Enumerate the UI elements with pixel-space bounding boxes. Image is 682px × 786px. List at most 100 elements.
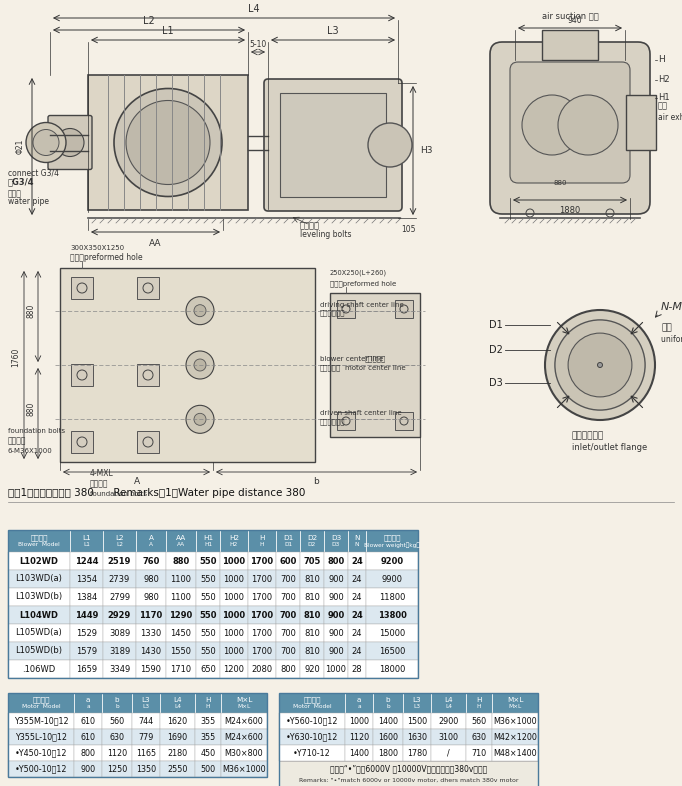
Text: 810: 810 bbox=[304, 629, 320, 637]
Text: Blower weight（kg）: Blower weight（kg） bbox=[364, 542, 420, 548]
Text: 调整垫铁: 调整垫铁 bbox=[300, 221, 320, 230]
Bar bbox=[74, 745, 102, 761]
Bar bbox=[8, 745, 74, 761]
Bar bbox=[70, 552, 103, 570]
Text: 1400: 1400 bbox=[378, 717, 398, 725]
Text: 电机型号: 电机型号 bbox=[32, 696, 50, 703]
Text: 28: 28 bbox=[352, 664, 362, 674]
Bar bbox=[395, 412, 413, 430]
Bar bbox=[276, 588, 300, 606]
Circle shape bbox=[186, 406, 214, 433]
Bar bbox=[300, 570, 324, 588]
Text: AA: AA bbox=[176, 534, 186, 541]
Text: D3: D3 bbox=[489, 378, 503, 388]
Text: 880: 880 bbox=[173, 556, 190, 565]
Bar bbox=[103, 530, 136, 552]
Text: 1354: 1354 bbox=[76, 575, 97, 583]
Bar bbox=[492, 693, 538, 713]
Bar bbox=[330, 293, 420, 437]
Bar bbox=[137, 431, 159, 453]
Text: inlet/outlet flange: inlet/outlet flange bbox=[572, 443, 647, 452]
Text: 均布: 均布 bbox=[661, 323, 672, 332]
Bar bbox=[300, 588, 324, 606]
Text: 1700: 1700 bbox=[250, 611, 273, 619]
Text: H: H bbox=[259, 534, 265, 541]
Text: 700: 700 bbox=[280, 647, 296, 656]
Text: 650: 650 bbox=[200, 664, 216, 674]
Bar bbox=[160, 713, 195, 729]
Text: 760: 760 bbox=[143, 556, 160, 565]
FancyBboxPatch shape bbox=[264, 79, 402, 211]
Bar bbox=[102, 745, 132, 761]
Text: 1430: 1430 bbox=[140, 647, 162, 656]
Bar bbox=[220, 570, 248, 588]
Text: 24: 24 bbox=[352, 647, 362, 656]
Text: 550: 550 bbox=[199, 556, 217, 565]
Bar bbox=[276, 642, 300, 660]
FancyBboxPatch shape bbox=[510, 62, 630, 183]
Text: L4: L4 bbox=[445, 704, 452, 710]
Bar bbox=[248, 570, 276, 588]
Text: 主动轴中心线: 主动轴中心线 bbox=[320, 310, 346, 316]
Text: a: a bbox=[357, 697, 361, 703]
Bar bbox=[103, 588, 136, 606]
Text: 1600: 1600 bbox=[378, 733, 398, 741]
Text: •Y450-10，12: •Y450-10，12 bbox=[15, 748, 68, 758]
Bar bbox=[196, 588, 220, 606]
Text: H1: H1 bbox=[204, 542, 212, 548]
Text: 500: 500 bbox=[201, 765, 216, 773]
Bar bbox=[542, 30, 598, 60]
Bar bbox=[248, 660, 276, 678]
Bar bbox=[195, 713, 221, 729]
Text: H2: H2 bbox=[658, 75, 670, 84]
Bar bbox=[373, 745, 403, 761]
Circle shape bbox=[568, 333, 632, 397]
Bar bbox=[136, 570, 166, 588]
Text: H2: H2 bbox=[229, 534, 239, 541]
Text: H3: H3 bbox=[420, 146, 432, 155]
Bar bbox=[8, 761, 74, 777]
Text: a: a bbox=[357, 704, 361, 710]
Bar bbox=[466, 713, 492, 729]
Text: 2900: 2900 bbox=[439, 717, 458, 725]
Text: 电机型号: 电机型号 bbox=[303, 696, 321, 703]
Text: 15000: 15000 bbox=[379, 629, 405, 637]
Text: 1500: 1500 bbox=[407, 717, 427, 725]
Circle shape bbox=[555, 320, 645, 410]
Bar bbox=[196, 660, 220, 678]
Bar bbox=[431, 729, 466, 745]
Bar bbox=[166, 642, 196, 660]
Text: •Y630-10，12: •Y630-10，12 bbox=[286, 733, 338, 741]
Text: H1: H1 bbox=[203, 534, 213, 541]
Text: L4: L4 bbox=[444, 697, 453, 703]
Text: D3: D3 bbox=[332, 542, 340, 548]
Bar bbox=[220, 606, 248, 624]
Text: 2180: 2180 bbox=[168, 748, 188, 758]
Bar bbox=[431, 713, 466, 729]
Bar bbox=[348, 642, 366, 660]
Bar bbox=[166, 606, 196, 624]
Text: H: H bbox=[476, 697, 481, 703]
Text: L3: L3 bbox=[143, 704, 149, 710]
Text: Y355L-10，12: Y355L-10，12 bbox=[15, 733, 67, 741]
Bar bbox=[8, 729, 74, 745]
Text: driving shaft center line: driving shaft center line bbox=[320, 302, 404, 307]
Bar bbox=[137, 364, 159, 386]
Text: 排气: 排气 bbox=[658, 101, 668, 110]
Text: 1000: 1000 bbox=[222, 556, 246, 565]
Text: 700: 700 bbox=[280, 629, 296, 637]
Bar bbox=[220, 588, 248, 606]
Bar bbox=[348, 570, 366, 588]
Text: M×L: M×L bbox=[236, 697, 252, 703]
Bar bbox=[220, 530, 248, 552]
Text: 700: 700 bbox=[280, 611, 297, 619]
Text: 2929: 2929 bbox=[108, 611, 131, 619]
Text: L1: L1 bbox=[162, 26, 174, 36]
Bar bbox=[132, 745, 160, 761]
Bar bbox=[196, 570, 220, 588]
Bar bbox=[276, 606, 300, 624]
Text: 1384: 1384 bbox=[76, 593, 97, 601]
Bar bbox=[431, 693, 466, 713]
Bar bbox=[221, 713, 267, 729]
Bar bbox=[345, 713, 373, 729]
